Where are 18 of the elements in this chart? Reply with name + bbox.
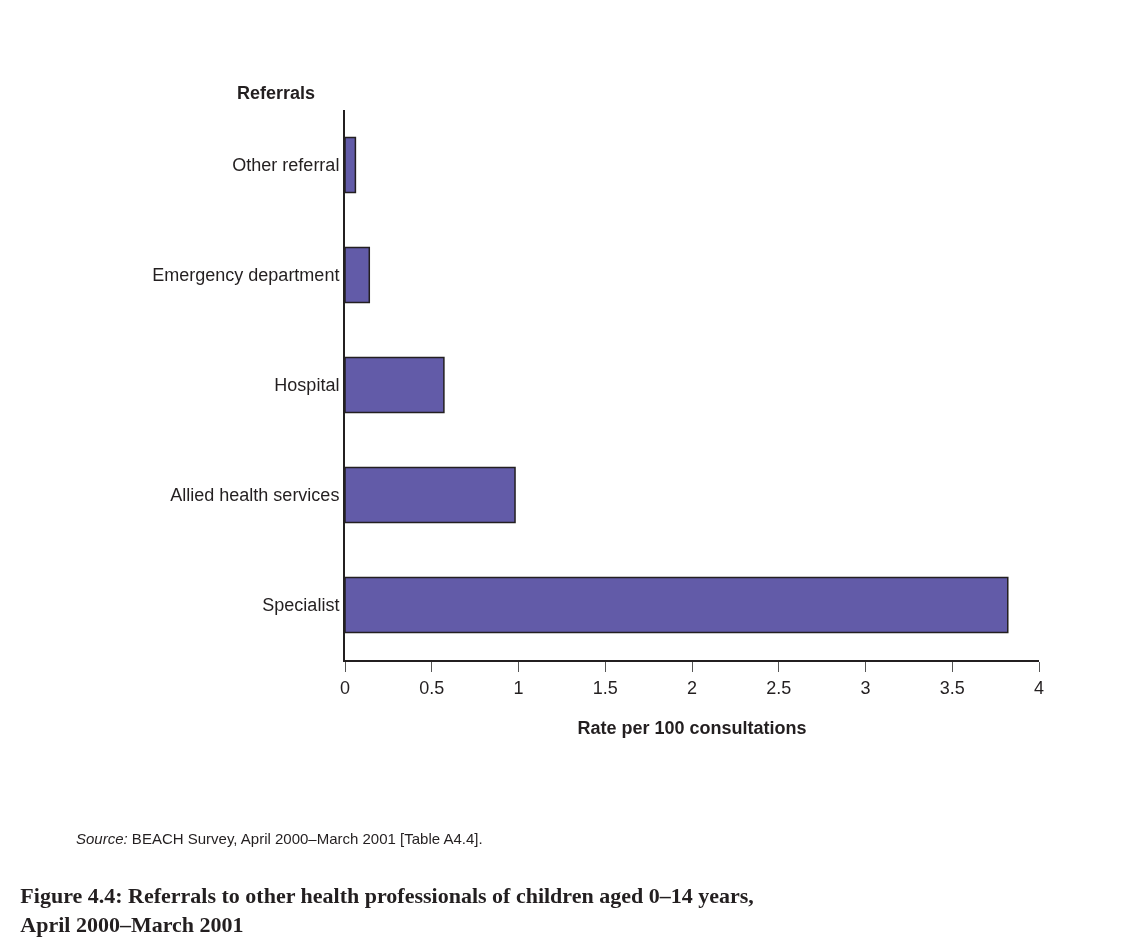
y-axis-title: Referrals — [237, 83, 316, 103]
y-tick-label: Other referral — [232, 155, 340, 176]
text: Figure 4.4: Referrals to other health professionals of children aged 0–14 years, April 2000–March 2001 — [20, 883, 754, 937]
y-tick-label: Hospital — [274, 375, 340, 396]
x-tick-label: 3 — [860, 677, 871, 698]
x-tick-label: 1 — [513, 677, 524, 698]
x-tick-label: 0 — [339, 677, 351, 698]
y-tick-label: Specialist — [262, 595, 340, 616]
x-tick-label: 4 — [1033, 677, 1045, 698]
x-axis-title: Rate per 100 consultations — [577, 718, 807, 739]
x-tick-label: 2 — [686, 677, 698, 698]
x-tick-label: 0.5 — [419, 677, 445, 698]
x-tick-label: 3.5 — [939, 677, 965, 698]
source-note: Source: BEACH Survey, April 2000–March 2001 [Table A4.4]. — [76, 830, 483, 847]
x-tick-label: 2.5 — [766, 677, 792, 698]
y-tick-label: Emergency department — [152, 265, 340, 286]
y-tick-label: Allied health services — [170, 485, 340, 506]
x-tick-label: 1.5 — [592, 677, 618, 698]
